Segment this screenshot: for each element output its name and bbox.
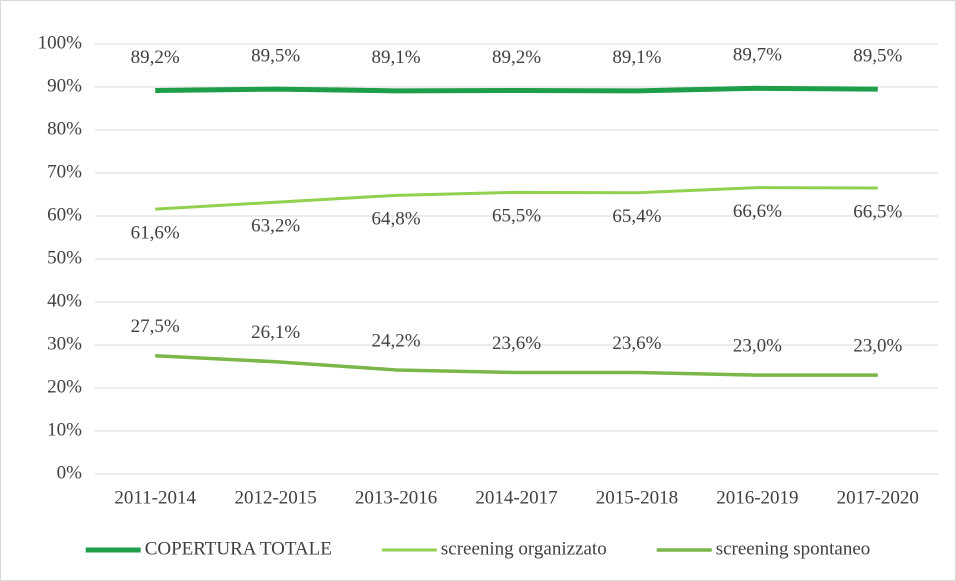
data-label: 26,1% (251, 322, 300, 343)
y-tick-label: 100% (38, 32, 83, 53)
data-label: 64,8% (372, 209, 421, 230)
y-tick-label: 70% (47, 161, 82, 182)
x-tick-label: 2014-2017 (475, 487, 557, 508)
data-label: 65,5% (492, 206, 541, 227)
data-label: 23,6% (612, 333, 661, 354)
y-tick-label: 50% (47, 247, 82, 268)
x-tick-label: 2016-2019 (716, 487, 798, 508)
x-tick-label: 2017-2020 (837, 487, 919, 508)
x-tick-label: 2012-2015 (234, 487, 316, 508)
data-label: 89,7% (733, 45, 782, 66)
data-label: 23,0% (733, 335, 782, 356)
data-label: 61,6% (131, 222, 180, 243)
data-label: 23,0% (853, 335, 902, 356)
x-tick-label: 2011-2014 (114, 487, 196, 508)
x-tick-label: 2015-2018 (596, 487, 678, 508)
line (155, 186, 878, 211)
line (155, 354, 878, 377)
data-label: 89,5% (251, 46, 300, 67)
data-label: 63,2% (251, 216, 300, 237)
y-tick-label: 40% (47, 290, 82, 311)
x-tick-label: 2013-2016 (355, 487, 437, 508)
y-tick-label: 10% (47, 419, 82, 440)
data-label: 66,6% (733, 201, 782, 222)
legend-label: screening organizzato (441, 538, 607, 559)
line (155, 85, 878, 94)
y-tick-label: 20% (47, 376, 82, 397)
y-tick-label: 80% (47, 118, 82, 139)
data-label: 66,5% (853, 201, 902, 222)
data-label: 24,2% (372, 330, 421, 351)
y-tick-label: 0% (57, 462, 83, 483)
y-tick-label: 60% (47, 204, 82, 225)
y-tick-label: 30% (47, 333, 82, 354)
data-label: 65,4% (612, 206, 661, 227)
data-label: 89,5% (853, 46, 902, 67)
legend-label: screening spontaneo (716, 538, 871, 559)
data-label: 89,2% (492, 47, 541, 68)
data-label: 89,1% (372, 47, 421, 68)
data-label: 89,1% (612, 47, 661, 68)
y-tick-label: 90% (47, 75, 82, 96)
data-label: 27,5% (131, 316, 180, 337)
data-label: 23,6% (492, 333, 541, 354)
data-label: 89,2% (131, 47, 180, 68)
legend-label: COPERTURA TOTALE (145, 538, 332, 559)
